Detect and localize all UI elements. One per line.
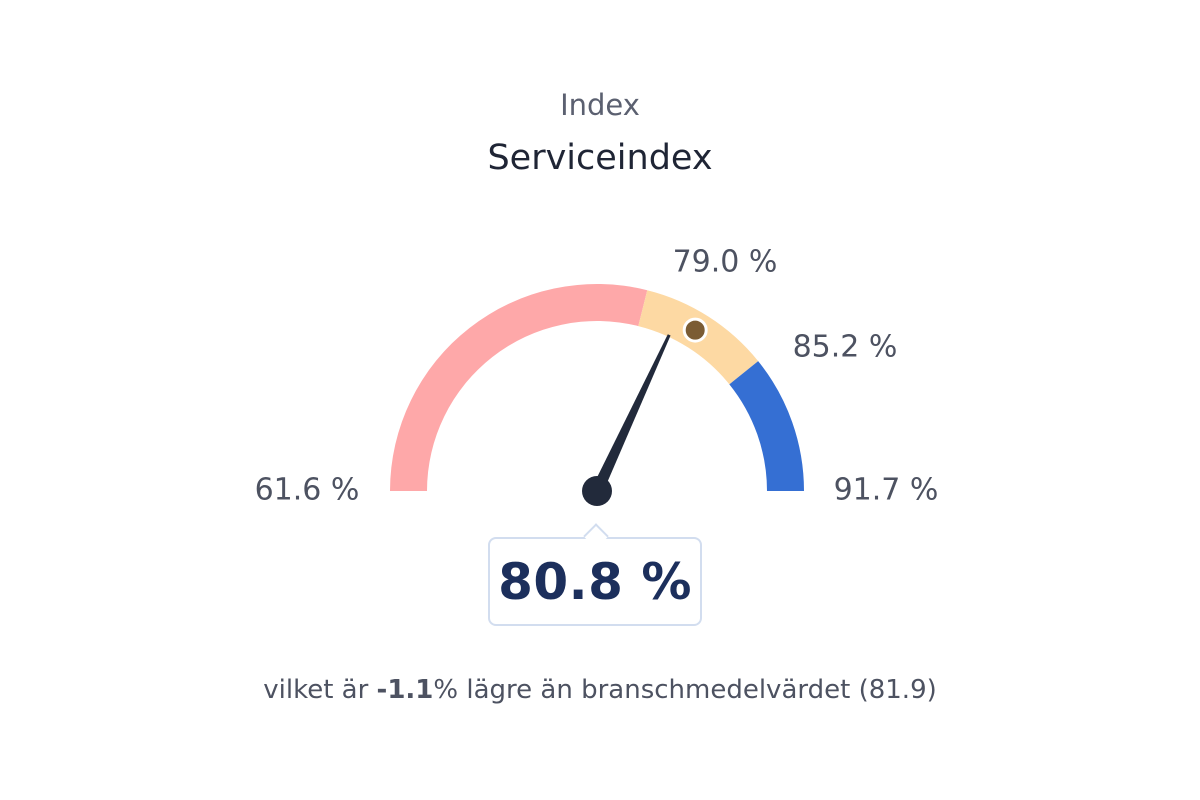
gauge-band-1: [390, 284, 648, 491]
industry-comparison-text: vilket är -1.1% lägre än branschmedelvär…: [0, 675, 1200, 705]
value-callout: 80.8 %: [488, 537, 702, 626]
threshold-label-4: 91.7 %: [834, 473, 939, 508]
gauge-needle: [591, 334, 671, 494]
chart-title: Serviceindex: [487, 138, 713, 178]
gauge-value-label: 80.8 %: [498, 552, 692, 611]
comparison-prefix: vilket är: [263, 675, 377, 705]
gauge-band-3: [729, 361, 804, 491]
threshold-label-2: 79.0 %: [673, 245, 778, 280]
gauge-needle-hub: [582, 476, 612, 506]
comparison-delta: -1.1: [376, 675, 434, 705]
industry-average-marker: [682, 317, 708, 343]
comparison-suffix: % lägre än branschmedelvärdet (81.9): [433, 675, 937, 705]
threshold-label-3: 85.2 %: [793, 330, 898, 365]
chart-subtitle: Index: [560, 88, 640, 122]
threshold-label-1: 61.6 %: [255, 473, 360, 508]
